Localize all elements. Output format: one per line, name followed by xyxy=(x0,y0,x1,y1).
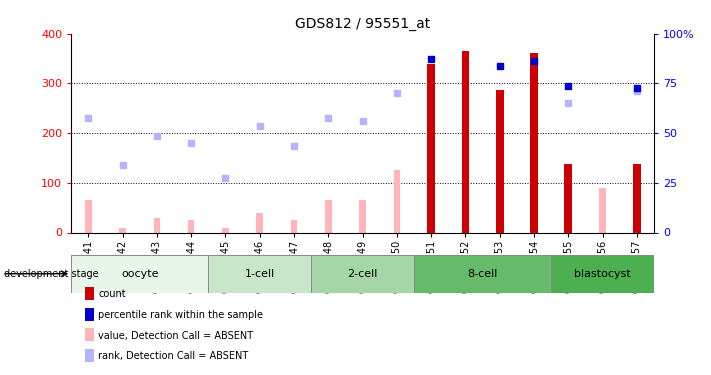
Bar xyxy=(85,200,92,232)
Bar xyxy=(496,90,503,232)
Bar xyxy=(71,255,208,292)
Text: oocyte: oocyte xyxy=(121,269,159,279)
Bar xyxy=(154,217,160,232)
Bar xyxy=(291,220,297,232)
Text: rank, Detection Call = ABSENT: rank, Detection Call = ABSENT xyxy=(98,351,248,361)
Bar xyxy=(257,213,263,232)
Bar xyxy=(530,53,538,232)
Bar xyxy=(359,200,366,232)
Bar xyxy=(394,170,400,232)
Bar xyxy=(311,255,414,292)
Bar xyxy=(599,188,606,232)
Bar xyxy=(414,255,551,292)
Text: 2-cell: 2-cell xyxy=(348,269,378,279)
Bar xyxy=(565,164,572,232)
Text: 8-cell: 8-cell xyxy=(467,269,498,279)
Bar xyxy=(551,255,654,292)
Bar xyxy=(119,228,126,232)
Text: 1-cell: 1-cell xyxy=(245,269,275,279)
Text: blastocyst: blastocyst xyxy=(574,269,631,279)
Text: count: count xyxy=(98,290,126,299)
Bar xyxy=(208,255,311,292)
Text: value, Detection Call = ABSENT: value, Detection Call = ABSENT xyxy=(98,331,253,340)
Bar xyxy=(461,51,469,232)
Text: percentile rank within the sample: percentile rank within the sample xyxy=(98,310,263,320)
Title: GDS812 / 95551_at: GDS812 / 95551_at xyxy=(295,17,430,32)
Text: development stage: development stage xyxy=(4,269,98,279)
Bar xyxy=(222,228,229,232)
Bar xyxy=(633,164,641,232)
Bar xyxy=(325,200,331,232)
Bar xyxy=(188,220,194,232)
Bar xyxy=(427,63,435,232)
